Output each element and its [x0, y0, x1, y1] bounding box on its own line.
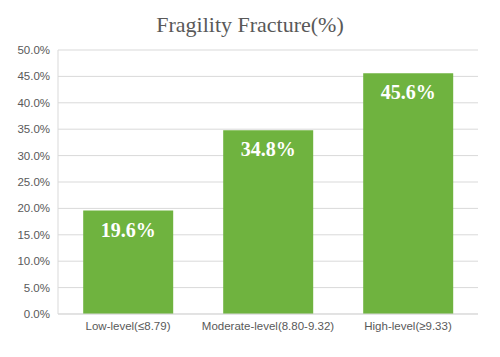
svg-text:40.0%: 40.0% [17, 97, 50, 109]
svg-text:High-level(≥9.33): High-level(≥9.33) [364, 320, 452, 332]
svg-text:10.0%: 10.0% [17, 255, 50, 267]
svg-text:20.0%: 20.0% [17, 202, 50, 214]
svg-text:5.0%: 5.0% [24, 282, 50, 294]
svg-text:0.0%: 0.0% [24, 308, 50, 320]
svg-text:30.0%: 30.0% [17, 150, 50, 162]
svg-text:Low-level(≤8.79): Low-level(≤8.79) [86, 320, 171, 332]
svg-text:15.0%: 15.0% [17, 229, 50, 241]
svg-text:45.0%: 45.0% [17, 70, 50, 82]
svg-text:25.0%: 25.0% [17, 176, 50, 188]
svg-text:45.6%: 45.6% [381, 81, 436, 103]
svg-text:50.0%: 50.0% [17, 44, 50, 56]
svg-text:35.0%: 35.0% [17, 123, 50, 135]
svg-text:Moderate-level(8.80-9.32): Moderate-level(8.80-9.32) [202, 320, 334, 332]
svg-text:34.8%: 34.8% [241, 138, 296, 160]
html-text:Fragility Fracture(%): Fragility Fracture(%) [156, 12, 344, 37]
svg-text:19.6%: 19.6% [101, 219, 156, 241]
